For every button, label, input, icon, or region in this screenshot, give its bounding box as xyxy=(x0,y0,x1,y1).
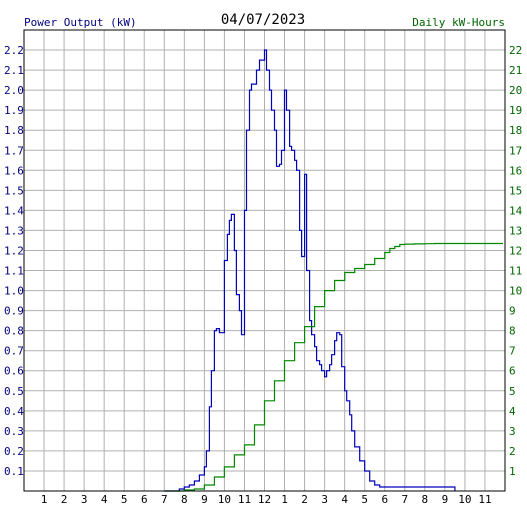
y-right-tick-label: 22 xyxy=(509,44,522,57)
grid xyxy=(24,30,505,491)
x-tick-label: 7 xyxy=(401,493,408,506)
right-axis-label: Daily kW-Hours xyxy=(412,16,505,29)
x-tick-label: 3 xyxy=(81,493,88,506)
left-axis-label: Power Output (kW) xyxy=(24,16,137,29)
x-tick-label: 9 xyxy=(201,493,208,506)
y-left-tick-label: 1.4 xyxy=(4,204,24,217)
x-tick-label: 2 xyxy=(61,493,68,506)
x-tick-label: 3 xyxy=(321,493,328,506)
series xyxy=(164,49,503,492)
tick-labels: 1 2 3 4 5 6 7 8 9 10 11 12 1 2 3 4 5 6 7 8 9 10 110.10.20.30.4… xyxy=(4,44,523,506)
y-right-tick-label: 2 xyxy=(509,445,516,458)
y-left-tick-label: 1.9 xyxy=(4,104,24,117)
y-left-tick-label: 1.1 xyxy=(4,265,24,278)
y-left-tick-label: 0.7 xyxy=(4,345,24,358)
x-tick-label: 11 xyxy=(478,493,491,506)
y-right-tick-label: 16 xyxy=(509,164,522,177)
y-left-tick-label: 2.1 xyxy=(4,64,24,77)
y-left-tick-label: 2.0 xyxy=(4,84,24,97)
x-tick-label: 7 xyxy=(161,493,168,506)
y-left-tick-label: 0.5 xyxy=(4,385,24,398)
y-right-tick-label: 19 xyxy=(509,104,522,117)
y-left-tick-label: 2.2 xyxy=(4,44,24,57)
y-left-tick-label: 0.8 xyxy=(4,325,24,338)
y-right-tick-label: 13 xyxy=(509,224,522,237)
y-right-tick-label: 3 xyxy=(509,425,516,438)
x-tick-label: 11 xyxy=(238,493,251,506)
y-right-tick-label: 1 xyxy=(509,465,516,478)
y-left-tick-label: 0.2 xyxy=(4,445,24,458)
y-right-tick-label: 14 xyxy=(509,204,523,217)
y-left-tick-label: 1.8 xyxy=(4,124,24,137)
x-tick-label: 4 xyxy=(101,493,108,506)
energy-series-line xyxy=(164,242,503,492)
x-tick-label: 6 xyxy=(381,493,388,506)
x-tick-label: 10 xyxy=(458,493,471,506)
y-right-tick-label: 17 xyxy=(509,144,522,157)
y-left-tick-label: 1.7 xyxy=(4,144,24,157)
x-tick-label: 8 xyxy=(422,493,429,506)
y-right-tick-label: 18 xyxy=(509,124,522,137)
y-left-tick-label: 1.3 xyxy=(4,224,24,237)
y-left-tick-label: 0.9 xyxy=(4,305,24,318)
y-right-tick-label: 4 xyxy=(509,405,516,418)
x-tick-label: 2 xyxy=(301,493,308,506)
y-left-tick-label: 1.5 xyxy=(4,184,24,197)
x-tick-label: 6 xyxy=(141,493,148,506)
x-tick-label: 5 xyxy=(361,493,368,506)
y-right-tick-label: 6 xyxy=(509,365,516,378)
y-right-tick-label: 11 xyxy=(509,265,522,278)
y-left-tick-label: 0.3 xyxy=(4,425,24,438)
y-left-tick-label: 1.6 xyxy=(4,164,24,177)
y-left-tick-label: 0.1 xyxy=(4,465,24,478)
y-right-tick-label: 15 xyxy=(509,184,522,197)
x-tick-label: 1 xyxy=(281,493,288,506)
y-right-tick-label: 20 xyxy=(509,84,522,97)
y-right-tick-label: 21 xyxy=(509,64,522,77)
chart-title: 04/07/2023 xyxy=(221,12,305,28)
y-right-tick-label: 5 xyxy=(509,385,516,398)
x-tick-label: 5 xyxy=(121,493,128,506)
y-left-tick-label: 0.6 xyxy=(4,365,24,378)
y-left-tick-label: 1.2 xyxy=(4,244,24,257)
y-right-tick-label: 7 xyxy=(509,345,516,358)
y-right-tick-label: 8 xyxy=(509,325,516,338)
y-right-tick-label: 10 xyxy=(509,285,522,298)
x-tick-label: 12 xyxy=(258,493,271,506)
x-tick-label: 4 xyxy=(341,493,348,506)
power-series-line xyxy=(164,49,456,492)
y-left-tick-label: 1.0 xyxy=(4,285,24,298)
x-tick-label: 10 xyxy=(218,493,231,506)
x-tick-label: 1 xyxy=(41,493,48,506)
y-left-tick-label: 0.4 xyxy=(4,405,24,418)
y-right-tick-label: 9 xyxy=(509,305,516,318)
x-tick-label: 9 xyxy=(442,493,449,506)
x-tick-label: 8 xyxy=(181,493,188,506)
y-right-tick-label: 12 xyxy=(509,244,522,257)
plot-border xyxy=(23,29,506,492)
